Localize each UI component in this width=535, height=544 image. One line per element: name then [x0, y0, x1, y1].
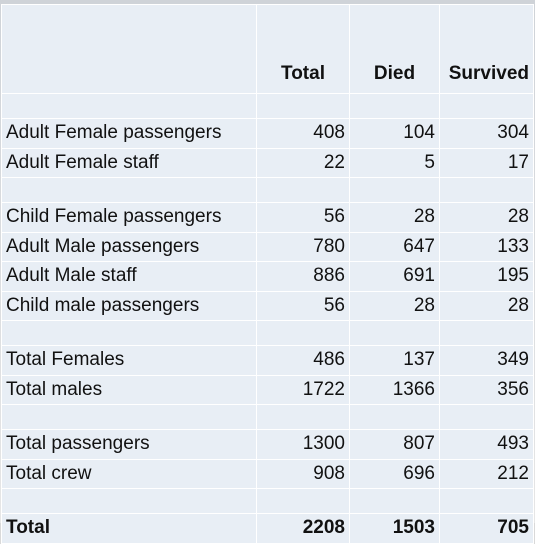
total-cell: 22: [256, 147, 350, 178]
survived-cell: 493: [439, 429, 534, 460]
header-survived: Survived: [439, 4, 534, 94]
died-cell: 691: [349, 261, 440, 292]
spacer-row: [1, 320, 534, 346]
spacer-cell: [439, 488, 534, 514]
row-label: Total males: [1, 374, 257, 405]
died-cell: 28: [349, 290, 440, 321]
survived-cell: 212: [439, 458, 534, 489]
table-row: Adult Female staff 22 5 17: [1, 147, 534, 178]
died-cell: 1366: [349, 374, 440, 405]
total-cell: 886: [256, 261, 350, 292]
total-cell: 56: [256, 290, 350, 321]
survived-cell: 28: [439, 202, 534, 233]
spacer-cell: [1, 404, 257, 430]
table-row: Total Females 486 137 349: [1, 345, 534, 376]
header-row: Total Died Survived: [1, 4, 534, 94]
spacer-cell: [256, 488, 350, 514]
spacer-cell: [439, 177, 534, 203]
row-label: Total Females: [1, 345, 257, 376]
spacer-cell: [349, 488, 440, 514]
died-cell: 5: [349, 147, 440, 178]
table-row: Child male passengers 56 28 28: [1, 290, 534, 321]
row-label: Adult Male staff: [1, 261, 257, 292]
table-row: Child Female passengers 56 28 28: [1, 202, 534, 233]
survived-cell: 133: [439, 231, 534, 262]
died-cell: 1503: [349, 513, 440, 544]
total-cell: 2208: [256, 513, 350, 544]
spacer-cell: [256, 177, 350, 203]
table-row: Total passengers 1300 807 493: [1, 429, 534, 460]
total-cell: 1722: [256, 374, 350, 405]
row-label: Total crew: [1, 458, 257, 489]
survived-cell: 304: [439, 118, 534, 149]
row-label: Child Female passengers: [1, 202, 257, 233]
spacer-row: [1, 488, 534, 514]
spacer-cell: [1, 488, 257, 514]
spacer-cell: [1, 177, 257, 203]
total-cell: 486: [256, 345, 350, 376]
total-cell: 1300: [256, 429, 350, 460]
table-row: Total males 1722 1366 356: [1, 374, 534, 405]
survived-cell: 349: [439, 345, 534, 376]
spacer-cell: [349, 93, 440, 119]
table-row: Adult Female passengers 408 104 304: [1, 118, 534, 149]
spacer-cell: [256, 93, 350, 119]
titanic-survival-table: Total Died Survived Adult Female passeng…: [1, 4, 534, 544]
table-row: Adult Male staff 886 691 195: [1, 261, 534, 292]
total-cell: 408: [256, 118, 350, 149]
survived-cell: 705: [439, 513, 534, 544]
died-cell: 104: [349, 118, 440, 149]
row-label: Total: [1, 513, 257, 544]
spacer-cell: [1, 320, 257, 346]
died-cell: 28: [349, 202, 440, 233]
row-label: Adult Female staff: [1, 147, 257, 178]
spacer-cell: [349, 177, 440, 203]
table-row: Adult Male passengers 780 647 133: [1, 231, 534, 262]
row-label: Adult Female passengers: [1, 118, 257, 149]
died-cell: 137: [349, 345, 440, 376]
survived-cell: 17: [439, 147, 534, 178]
survived-cell: 195: [439, 261, 534, 292]
spacer-cell: [349, 404, 440, 430]
total-cell: 908: [256, 458, 350, 489]
row-label: Child male passengers: [1, 290, 257, 321]
spacer-cell: [439, 404, 534, 430]
spacer-cell: [1, 93, 257, 119]
total-cell: 780: [256, 231, 350, 262]
spacer-row: [1, 177, 534, 203]
died-cell: 647: [349, 231, 440, 262]
table-row: Total crew 908 696 212: [1, 458, 534, 489]
spacer-row: [1, 404, 534, 430]
header-died: Died: [349, 4, 440, 94]
spacer-cell: [349, 320, 440, 346]
header-cell-empty: [1, 4, 257, 94]
row-label: Adult Male passengers: [1, 231, 257, 262]
spacer-row: [1, 93, 534, 119]
spacer-cell: [439, 320, 534, 346]
header-total: Total: [256, 4, 350, 94]
grand-total-row: Total 2208 1503 705: [1, 513, 534, 544]
row-label: Total passengers: [1, 429, 257, 460]
spacer-cell: [256, 404, 350, 430]
total-cell: 56: [256, 202, 350, 233]
died-cell: 696: [349, 458, 440, 489]
spacer-cell: [256, 320, 350, 346]
survived-cell: 356: [439, 374, 534, 405]
survived-cell: 28: [439, 290, 534, 321]
spacer-cell: [439, 93, 534, 119]
died-cell: 807: [349, 429, 440, 460]
